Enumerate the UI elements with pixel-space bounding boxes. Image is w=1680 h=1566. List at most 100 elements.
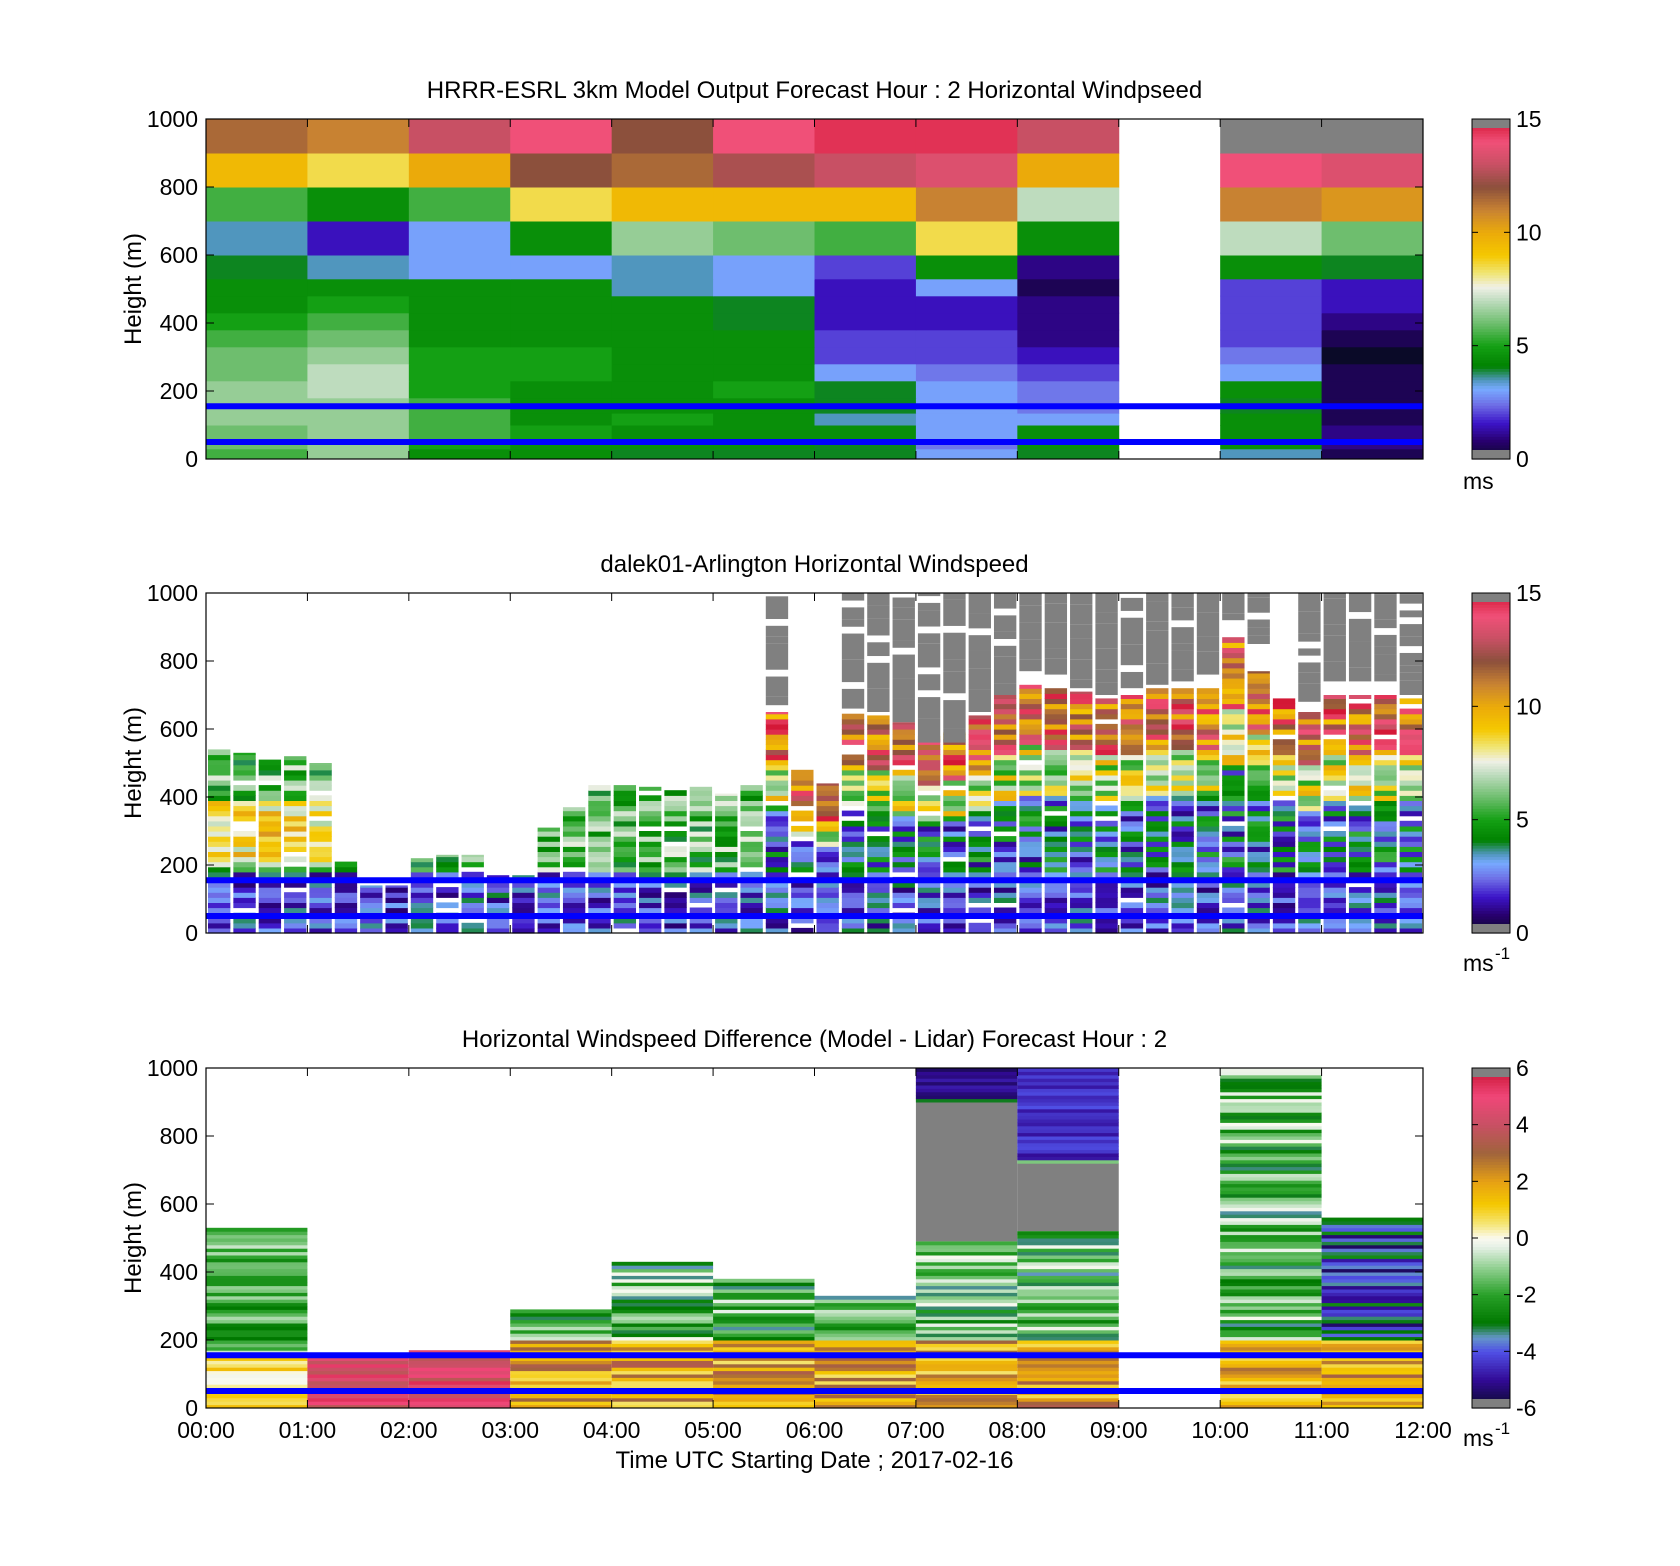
heatmap-cell — [1044, 729, 1068, 735]
invalid-data — [1298, 593, 1321, 612]
heatmap-cell — [613, 800, 637, 807]
colorbar-swatch — [1472, 618, 1510, 622]
heatmap-cell — [1272, 718, 1296, 725]
heatmap-cell — [309, 763, 332, 766]
invalid-data — [841, 619, 865, 627]
invalid-data — [1120, 671, 1144, 689]
heatmap-cell — [208, 897, 231, 903]
heatmap-cell — [1220, 1146, 1322, 1151]
colorbar-swatch — [1472, 187, 1510, 191]
heatmap-cell — [1017, 1312, 1119, 1317]
heatmap-cell — [639, 882, 662, 888]
heatmap-cell — [408, 1360, 511, 1365]
heatmap-cell — [1323, 887, 1346, 893]
heatmap-cell — [510, 1394, 612, 1399]
colorbar-swatch — [1472, 272, 1510, 276]
heatmap-cell — [993, 825, 1017, 832]
heatmap-cell — [1348, 795, 1372, 801]
heatmap-cell — [639, 907, 662, 914]
heatmap-cell — [611, 1333, 714, 1338]
colorbar-swatch — [1472, 1124, 1510, 1129]
colorbar-swatch — [1472, 760, 1510, 764]
heatmap-cell — [1017, 119, 1120, 154]
heatmap-cell — [1120, 723, 1144, 730]
heatmap-cell — [1323, 800, 1346, 807]
heatmap-cell — [284, 815, 307, 822]
invalid-data — [765, 643, 789, 670]
heatmap-cell — [1017, 1112, 1119, 1117]
heatmap-cell — [1019, 897, 1042, 903]
invalid-data — [841, 633, 865, 660]
heatmap-cell — [1120, 831, 1144, 837]
heatmap-cell — [1196, 922, 1220, 929]
heatmap-cell — [1196, 688, 1220, 694]
heatmap-cell — [993, 851, 1017, 858]
heatmap-cell — [1220, 1275, 1322, 1280]
heatmap-cell — [639, 861, 662, 868]
heatmap-cell — [510, 1380, 612, 1385]
heatmap-cell — [791, 917, 814, 924]
colorbar-swatch — [1472, 1164, 1510, 1168]
heatmap-cell — [867, 856, 890, 863]
heatmap-cell — [814, 1316, 916, 1321]
heatmap-cell — [307, 1394, 409, 1399]
heatmap-cell — [943, 922, 966, 929]
colorbar-swatch — [1472, 893, 1510, 897]
colorbar-swatch — [1472, 1206, 1510, 1211]
heatmap-cell — [1399, 754, 1422, 761]
heatmap-cell — [1272, 815, 1296, 822]
heatmap-cell — [1220, 1241, 1322, 1246]
heatmap-cell — [1017, 1231, 1119, 1236]
heatmap-cell — [1171, 897, 1194, 903]
heatmap-cell — [841, 927, 865, 934]
colorbar-swatch — [1472, 342, 1510, 347]
y-tick-label: 400 — [160, 310, 198, 336]
heatmap-cell — [1196, 795, 1220, 801]
invalid-data — [867, 642, 890, 657]
heatmap-cell — [1399, 866, 1422, 873]
heatmap-cell — [562, 846, 586, 852]
heatmap-cell — [740, 846, 763, 852]
colorbar-swatch — [1472, 141, 1510, 146]
colorbar-swatch — [1472, 1192, 1510, 1197]
invalid-data — [993, 593, 1017, 609]
heatmap-cell — [1017, 1370, 1119, 1375]
heatmap-cell — [1196, 800, 1220, 807]
invalid-data — [892, 678, 915, 699]
heatmap-cell — [1220, 1299, 1322, 1304]
colorbar-swatch — [1472, 218, 1510, 222]
heatmap-cell — [1017, 1316, 1119, 1321]
heatmap-cell — [1017, 1129, 1119, 1134]
heatmap-cell — [1222, 892, 1245, 898]
heatmap-cell — [915, 1367, 1018, 1372]
heatmap-cell — [1044, 851, 1068, 858]
heatmap-cell — [1146, 866, 1169, 873]
heatmap-cell — [943, 882, 966, 888]
heatmap-cell — [1017, 1238, 1119, 1242]
heatmap-cell — [510, 1360, 612, 1365]
heatmap-cell — [562, 820, 586, 827]
colorbar-tick-label: 5 — [1516, 333, 1529, 359]
heatmap-cell — [943, 841, 966, 847]
colorbar-swatch — [1472, 1368, 1510, 1372]
colorbar-swatch — [1472, 1246, 1510, 1250]
heatmap-cell — [1044, 871, 1068, 878]
heatmap-cell — [309, 917, 332, 924]
heatmap-cell — [1017, 1091, 1119, 1096]
heatmap-cell — [1220, 1224, 1322, 1229]
heatmap-cell — [512, 882, 535, 888]
heatmap-cell — [664, 917, 687, 924]
heatmap-cell — [915, 329, 1018, 348]
heatmap-cell — [1070, 785, 1093, 791]
heatmap-cell — [814, 1360, 916, 1365]
heatmap-cell — [258, 815, 282, 822]
heatmap-cell — [993, 846, 1017, 852]
heatmap-cell — [816, 783, 839, 786]
heatmap-cell — [1095, 729, 1118, 735]
colorbar-swatch — [1472, 184, 1510, 188]
heatmap-cell — [1044, 882, 1068, 888]
heatmap-cell — [816, 922, 839, 929]
heatmap-cell — [968, 734, 991, 740]
heatmap-cell — [993, 713, 1017, 720]
heatmap-cell — [206, 1319, 308, 1324]
